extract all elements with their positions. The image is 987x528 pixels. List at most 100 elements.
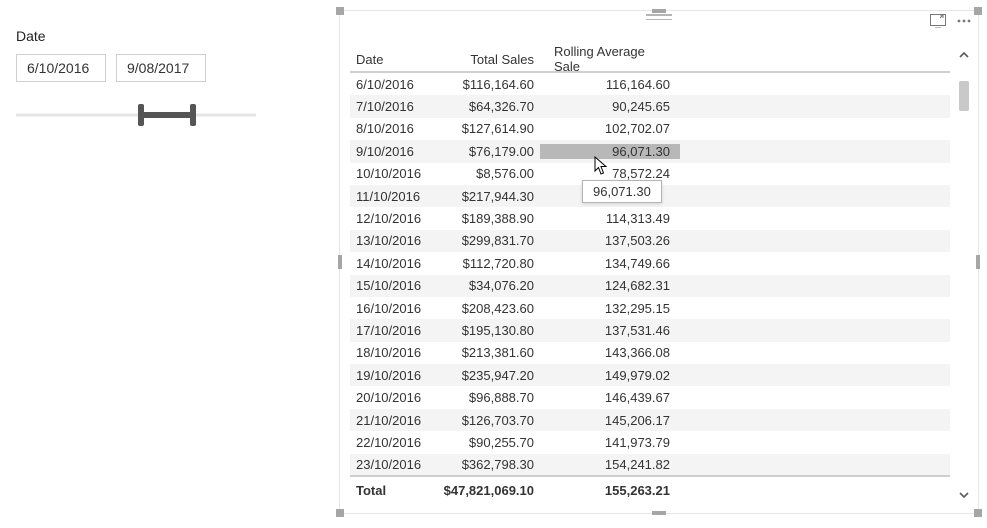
resize-handle[interactable] bbox=[976, 255, 980, 269]
cell-avg: 124,682.31 bbox=[540, 278, 680, 293]
cell-sales: $213,381.60 bbox=[432, 345, 540, 360]
cell-sales: $34,076.20 bbox=[432, 278, 540, 293]
slider-fill bbox=[141, 112, 193, 118]
column-header-date[interactable]: Date bbox=[350, 52, 432, 67]
cell-sales: $76,179.00 bbox=[432, 144, 540, 159]
cell-avg: 132,295.15 bbox=[540, 301, 680, 316]
table-row[interactable]: 22/10/2016$90,255.70141,973.79 bbox=[350, 431, 950, 453]
cell-avg: 141,973.79 bbox=[540, 435, 680, 450]
table-total-row: Total $47,821,069.10 155,263.21 bbox=[350, 475, 950, 503]
vertical-scrollbar[interactable] bbox=[956, 47, 972, 503]
cell-tooltip: 96,071.30 bbox=[582, 180, 662, 203]
cell-date: 8/10/2016 bbox=[350, 121, 432, 136]
table-row[interactable]: 16/10/2016$208,423.60132,295.15 bbox=[350, 297, 950, 319]
slider-handle-end[interactable] bbox=[190, 104, 196, 126]
table-row[interactable]: 20/10/2016$96,888.70146,439.67 bbox=[350, 386, 950, 408]
cell-avg: 143,366.08 bbox=[540, 345, 680, 360]
cell-sales: $217,944.30 bbox=[432, 189, 540, 204]
cell-date: 18/10/2016 bbox=[350, 345, 432, 360]
total-label: Total bbox=[350, 483, 432, 498]
date-range-inputs: 6/10/2016 9/08/2017 bbox=[16, 54, 276, 82]
cell-sales: $189,388.90 bbox=[432, 211, 540, 226]
table-row[interactable]: 23/10/2016$362,798.30154,241.82 bbox=[350, 454, 950, 475]
table-row[interactable]: 17/10/2016$195,130.80137,531.46 bbox=[350, 319, 950, 341]
more-options-icon[interactable] bbox=[956, 14, 972, 30]
table-row[interactable]: 12/10/2016$189,388.90114,313.49 bbox=[350, 207, 950, 229]
cell-sales: $195,130.80 bbox=[432, 323, 540, 338]
cell-avg: 90,245.65 bbox=[540, 99, 680, 114]
cell-sales: $208,423.60 bbox=[432, 301, 540, 316]
scrollbar-track[interactable] bbox=[956, 63, 972, 487]
table-row[interactable]: 13/10/2016$299,831.70137,503.26 bbox=[350, 230, 950, 252]
cell-date: 22/10/2016 bbox=[350, 435, 432, 450]
cell-avg: 102,702.07 bbox=[540, 121, 680, 136]
resize-handle[interactable] bbox=[974, 509, 982, 517]
cell-date: 19/10/2016 bbox=[350, 368, 432, 383]
resize-handle[interactable] bbox=[652, 9, 666, 13]
cell-date: 6/10/2016 bbox=[350, 77, 432, 92]
cell-sales: $96,888.70 bbox=[432, 390, 540, 405]
total-sales: $47,821,069.10 bbox=[432, 483, 540, 498]
cell-sales: $127,614.90 bbox=[432, 121, 540, 136]
column-header-avg[interactable]: Rolling Average Sale bbox=[540, 44, 680, 74]
cell-date: 12/10/2016 bbox=[350, 211, 432, 226]
data-table: Date Total Sales Rolling Average Sale 6/… bbox=[350, 47, 950, 503]
cell-sales: $235,947.20 bbox=[432, 368, 540, 383]
resize-handle[interactable] bbox=[652, 511, 666, 515]
cell-date: 9/10/2016 bbox=[350, 144, 432, 159]
cell-date: 11/10/2016 bbox=[350, 189, 432, 204]
slider-handle-start[interactable] bbox=[138, 104, 144, 126]
cell-sales: $90,255.70 bbox=[432, 435, 540, 450]
resize-handle[interactable] bbox=[974, 7, 982, 15]
cell-avg: 134,749.66 bbox=[540, 256, 680, 271]
slicer-title: Date bbox=[16, 28, 276, 44]
cell-sales: $126,703.70 bbox=[432, 413, 540, 428]
table-row[interactable]: 7/10/2016$64,326.7090,245.65 bbox=[350, 95, 950, 117]
visual-header bbox=[930, 14, 972, 30]
cell-avg: 137,503.26 bbox=[540, 233, 680, 248]
cell-date: 14/10/2016 bbox=[350, 256, 432, 271]
table-row[interactable]: 15/10/2016$34,076.20124,682.31 bbox=[350, 275, 950, 297]
focus-mode-icon[interactable] bbox=[930, 14, 946, 30]
cell-date: 20/10/2016 bbox=[350, 390, 432, 405]
cell-avg: 116,164.60 bbox=[540, 77, 680, 92]
table-row[interactable]: 8/10/2016$127,614.90102,702.07 bbox=[350, 118, 950, 140]
cell-avg: 154,241.82 bbox=[540, 457, 680, 472]
cell-date: 10/10/2016 bbox=[350, 166, 432, 181]
resize-handle[interactable] bbox=[336, 7, 344, 15]
date-range-slider[interactable] bbox=[16, 104, 276, 126]
scroll-up-icon[interactable] bbox=[956, 47, 972, 63]
table-row[interactable]: 21/10/2016$126,703.70145,206.17 bbox=[350, 409, 950, 431]
cell-date: 13/10/2016 bbox=[350, 233, 432, 248]
slider-track bbox=[16, 114, 256, 117]
drag-grip-icon[interactable] bbox=[646, 14, 672, 20]
table-row[interactable]: 9/10/2016$76,179.0096,071.30 bbox=[350, 140, 950, 162]
table-header-row: Date Total Sales Rolling Average Sale bbox=[350, 47, 950, 73]
table-visual[interactable]: Date Total Sales Rolling Average Sale 6/… bbox=[339, 10, 979, 514]
table-row[interactable]: 6/10/2016$116,164.60116,164.60 bbox=[350, 73, 950, 95]
cell-sales: $112,720.80 bbox=[432, 256, 540, 271]
cell-avg: 146,439.67 bbox=[540, 390, 680, 405]
cell-sales: $64,326.70 bbox=[432, 99, 540, 114]
cell-avg: 114,313.49 bbox=[540, 211, 680, 226]
start-date-input[interactable]: 6/10/2016 bbox=[16, 54, 106, 82]
cell-sales: $116,164.60 bbox=[432, 77, 540, 92]
table-row[interactable]: 14/10/2016$112,720.80134,749.66 bbox=[350, 252, 950, 274]
cell-avg: 137,531.46 bbox=[540, 323, 680, 338]
table-row[interactable]: 18/10/2016$213,381.60143,366.08 bbox=[350, 342, 950, 364]
end-date-input[interactable]: 9/08/2017 bbox=[116, 54, 206, 82]
cell-date: 21/10/2016 bbox=[350, 413, 432, 428]
cell-avg: 96,071.30 bbox=[540, 144, 680, 159]
cell-avg: 78,572.24 bbox=[540, 166, 680, 181]
cell-avg: 145,206.17 bbox=[540, 413, 680, 428]
table-row[interactable]: 19/10/2016$235,947.20149,979.02 bbox=[350, 364, 950, 386]
resize-handle[interactable] bbox=[338, 255, 342, 269]
resize-handle[interactable] bbox=[336, 509, 344, 517]
column-header-sales[interactable]: Total Sales bbox=[432, 52, 540, 67]
scroll-down-icon[interactable] bbox=[956, 487, 972, 503]
cell-date: 16/10/2016 bbox=[350, 301, 432, 316]
scrollbar-thumb[interactable] bbox=[959, 81, 969, 111]
cell-date: 15/10/2016 bbox=[350, 278, 432, 293]
cell-avg: 149,979.02 bbox=[540, 368, 680, 383]
cell-sales: $362,798.30 bbox=[432, 457, 540, 472]
